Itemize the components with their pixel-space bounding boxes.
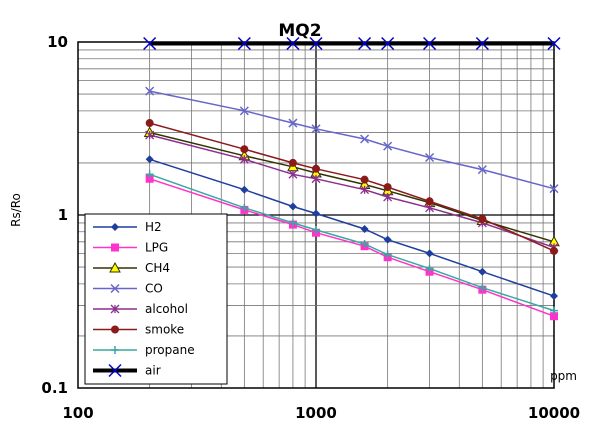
legend-marker xyxy=(110,304,120,314)
data-point xyxy=(381,36,395,51)
y-tick-label: 1 xyxy=(58,206,68,224)
data-point xyxy=(311,124,321,134)
data-point xyxy=(145,86,155,96)
data-point xyxy=(240,203,249,212)
data-point xyxy=(425,152,435,163)
data-point xyxy=(286,36,300,51)
data-point xyxy=(547,36,561,51)
data-point xyxy=(309,36,323,51)
y-tick-label: 10 xyxy=(47,33,68,51)
data-point xyxy=(383,183,392,192)
legend-marker xyxy=(111,346,119,354)
data-point xyxy=(145,170,154,179)
data-point xyxy=(360,185,370,195)
legend-item: CO xyxy=(93,282,163,296)
tick-labels: 100 1000 10000 0.1 1 10 xyxy=(41,33,580,422)
data-point xyxy=(240,145,249,154)
legend-item: LPG xyxy=(93,241,168,255)
legend-item: propane xyxy=(93,343,195,357)
data-point xyxy=(360,224,369,233)
data-point xyxy=(239,154,249,164)
legend-marker xyxy=(111,325,119,334)
data-point xyxy=(475,36,489,51)
legend-label: alcohol xyxy=(145,302,188,316)
legend-label: CO xyxy=(145,282,163,296)
x-tick-label: 10000 xyxy=(528,404,580,422)
x-axis-label: ppm xyxy=(550,369,577,383)
data-point xyxy=(423,36,437,51)
legend-marker xyxy=(108,363,122,378)
chart-title: MQ2 xyxy=(278,21,321,41)
data-point xyxy=(425,249,434,258)
data-point xyxy=(312,225,320,234)
data-point xyxy=(360,175,369,184)
data-point xyxy=(550,246,558,255)
series-co xyxy=(145,86,559,194)
data-point xyxy=(478,283,487,292)
legend-label: LPG xyxy=(145,241,168,255)
y-tick-label: 0.1 xyxy=(41,379,68,397)
data-point xyxy=(288,118,298,128)
legend-label: propane xyxy=(145,343,195,357)
data-point xyxy=(145,174,154,183)
data-point xyxy=(425,264,434,273)
data-point xyxy=(237,36,251,51)
series-layer xyxy=(143,36,561,321)
legend-label: smoke xyxy=(145,323,184,337)
data-point xyxy=(478,267,487,276)
data-point xyxy=(478,214,487,223)
legend-item: alcohol xyxy=(93,302,188,316)
legend-marker xyxy=(111,223,119,231)
x-tick-label: 1000 xyxy=(295,404,337,422)
data-point xyxy=(239,106,249,116)
data-point xyxy=(311,174,321,184)
data-point xyxy=(360,239,369,248)
data-point xyxy=(550,312,558,321)
data-point xyxy=(145,155,154,164)
data-point xyxy=(288,169,298,179)
data-point xyxy=(383,141,393,151)
data-point xyxy=(145,130,155,140)
legend-item: smoke xyxy=(93,323,184,337)
legend-box xyxy=(84,213,228,385)
data-point xyxy=(549,184,559,194)
legend-item: CH4 xyxy=(93,261,170,275)
legend: H2 LPG CH4 CO alcohol smoke propane air xyxy=(84,213,228,385)
series-propane xyxy=(145,170,558,315)
data-point xyxy=(312,209,320,218)
data-point xyxy=(145,119,154,128)
data-point xyxy=(550,292,558,301)
series-smoke xyxy=(145,119,558,255)
y-axis-label: Rs/Ro xyxy=(9,193,23,227)
data-point xyxy=(383,250,392,259)
data-point xyxy=(240,185,249,194)
series-air xyxy=(143,36,561,51)
data-point xyxy=(383,235,392,244)
data-point xyxy=(143,36,157,51)
series-h2 xyxy=(145,155,558,301)
legend-marker xyxy=(110,283,120,294)
data-point xyxy=(288,158,297,167)
data-point xyxy=(425,197,434,206)
legend-item: air xyxy=(93,364,161,378)
data-point xyxy=(383,192,393,202)
data-point xyxy=(477,165,487,175)
data-point xyxy=(288,218,297,227)
data-point xyxy=(360,134,370,144)
data-point xyxy=(288,202,297,211)
data-point xyxy=(550,306,558,315)
legend-label: H2 xyxy=(145,220,162,234)
grid xyxy=(78,42,554,388)
legend-label: CH4 xyxy=(145,261,170,275)
data-point xyxy=(358,36,372,51)
legend-marker xyxy=(109,261,121,273)
legend-marker xyxy=(111,243,119,252)
legend-label: air xyxy=(145,364,161,378)
data-point xyxy=(312,164,320,173)
legend-item: H2 xyxy=(93,220,162,234)
x-tick-label: 100 xyxy=(62,404,93,422)
